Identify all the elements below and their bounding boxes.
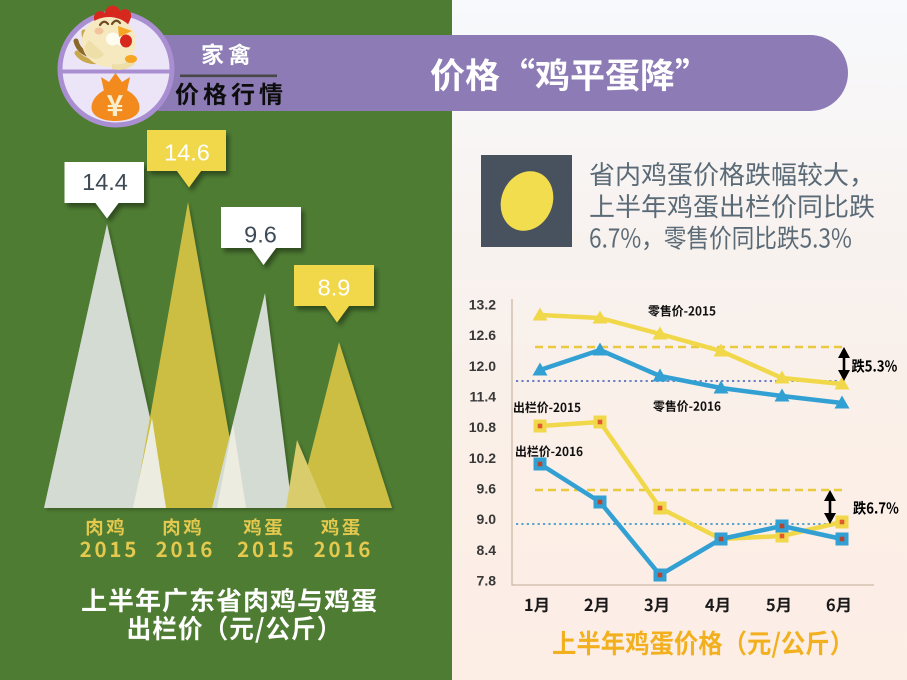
svg-text:14.6: 14.6	[164, 140, 210, 166]
svg-text:8.9: 8.9	[318, 275, 351, 301]
svg-text:9.6: 9.6	[477, 481, 497, 497]
svg-text:9.6: 9.6	[244, 222, 277, 248]
svg-text:9.0: 9.0	[477, 511, 497, 527]
svg-text:8.4: 8.4	[477, 542, 497, 558]
svg-text:14.4: 14.4	[82, 169, 128, 195]
svg-text:11.4: 11.4	[470, 389, 497, 405]
svg-text:12.0: 12.0	[469, 358, 496, 374]
svg-text:7.8: 7.8	[477, 573, 497, 589]
svg-text:10.8: 10.8	[469, 419, 496, 435]
svg-text:12.6: 12.6	[469, 327, 496, 343]
svg-text:13.2: 13.2	[469, 297, 496, 313]
svg-text:10.2: 10.2	[469, 450, 496, 466]
